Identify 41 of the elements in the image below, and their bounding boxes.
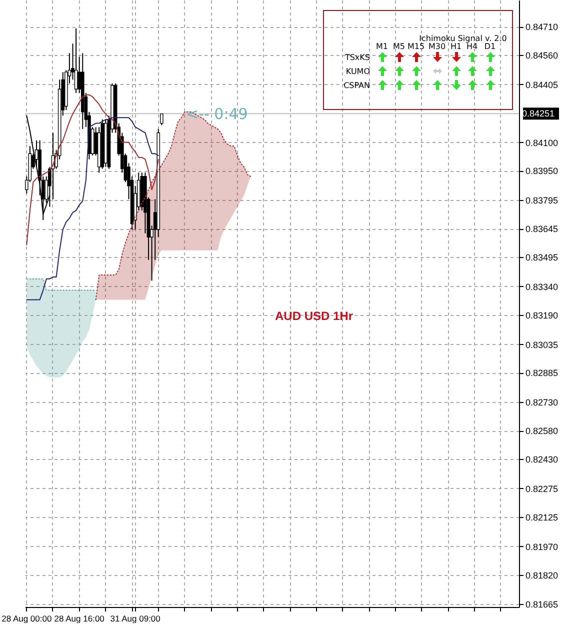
annotation: CSPAN <box>344 80 370 90</box>
y-tick-label: 0.84710 <box>526 22 558 32</box>
y-tick-label: 0.81665 <box>526 600 558 610</box>
candlestick <box>160 113 164 126</box>
annotation: H1 <box>450 42 462 50</box>
y-tick-label: 0.82430 <box>526 454 558 465</box>
annotation: Ichimoku Signal v. 2.0 <box>419 34 507 42</box>
y-tick-label: 0.83035 <box>526 340 558 350</box>
annotation: <-- 0:49 <box>186 104 248 123</box>
y-tick-label: 0.83495 <box>526 252 558 263</box>
y-tick-label: 0.82125 <box>526 512 558 522</box>
line-series <box>26 117 159 300</box>
y-tick-label: 0.84405 <box>526 80 558 90</box>
annotation: TSxKS <box>344 52 370 62</box>
y-tick-label: 0.81820 <box>526 570 558 580</box>
y-tick-label: 0.82580 <box>526 426 558 436</box>
annotation: H4 <box>466 42 478 50</box>
annotation: KUMO <box>346 66 370 76</box>
line-series <box>26 94 159 246</box>
ref-line-label: 0.84251 <box>522 108 555 119</box>
y-tick-label: 0.83340 <box>526 282 558 292</box>
y-tick-label: 0.83645 <box>526 224 558 234</box>
y-tick-label: 0.83950 <box>526 166 558 176</box>
annotation: M30 <box>428 42 446 50</box>
text: AUD USD 1Hr <box>274 309 354 323</box>
x-tick-label: 28 Aug 16:00 <box>54 614 105 624</box>
annotation: D1 <box>484 42 496 50</box>
y-tick-label: 0.83190 <box>526 310 558 320</box>
annotation: M1 <box>376 42 388 50</box>
y-tick-label: 0.82885 <box>526 368 558 378</box>
x-tick-label: 28 Aug 00:00 <box>2 614 52 624</box>
y-tick-label: 0.82730 <box>526 398 558 408</box>
y-tick-label: 0.84560 <box>526 50 558 61</box>
y-tick-label: 0.82275 <box>526 484 558 494</box>
x-tick-label: 31 Aug 09:00 <box>110 614 161 624</box>
y-tick-label: 0.81970 <box>526 542 558 552</box>
y-tick-label: 0.84100 <box>526 138 558 148</box>
annotation: M15 <box>407 42 425 50</box>
candlestick <box>74 28 78 94</box>
annotation: M5 <box>393 42 405 50</box>
y-tick-label: 0.83795 <box>526 196 558 206</box>
